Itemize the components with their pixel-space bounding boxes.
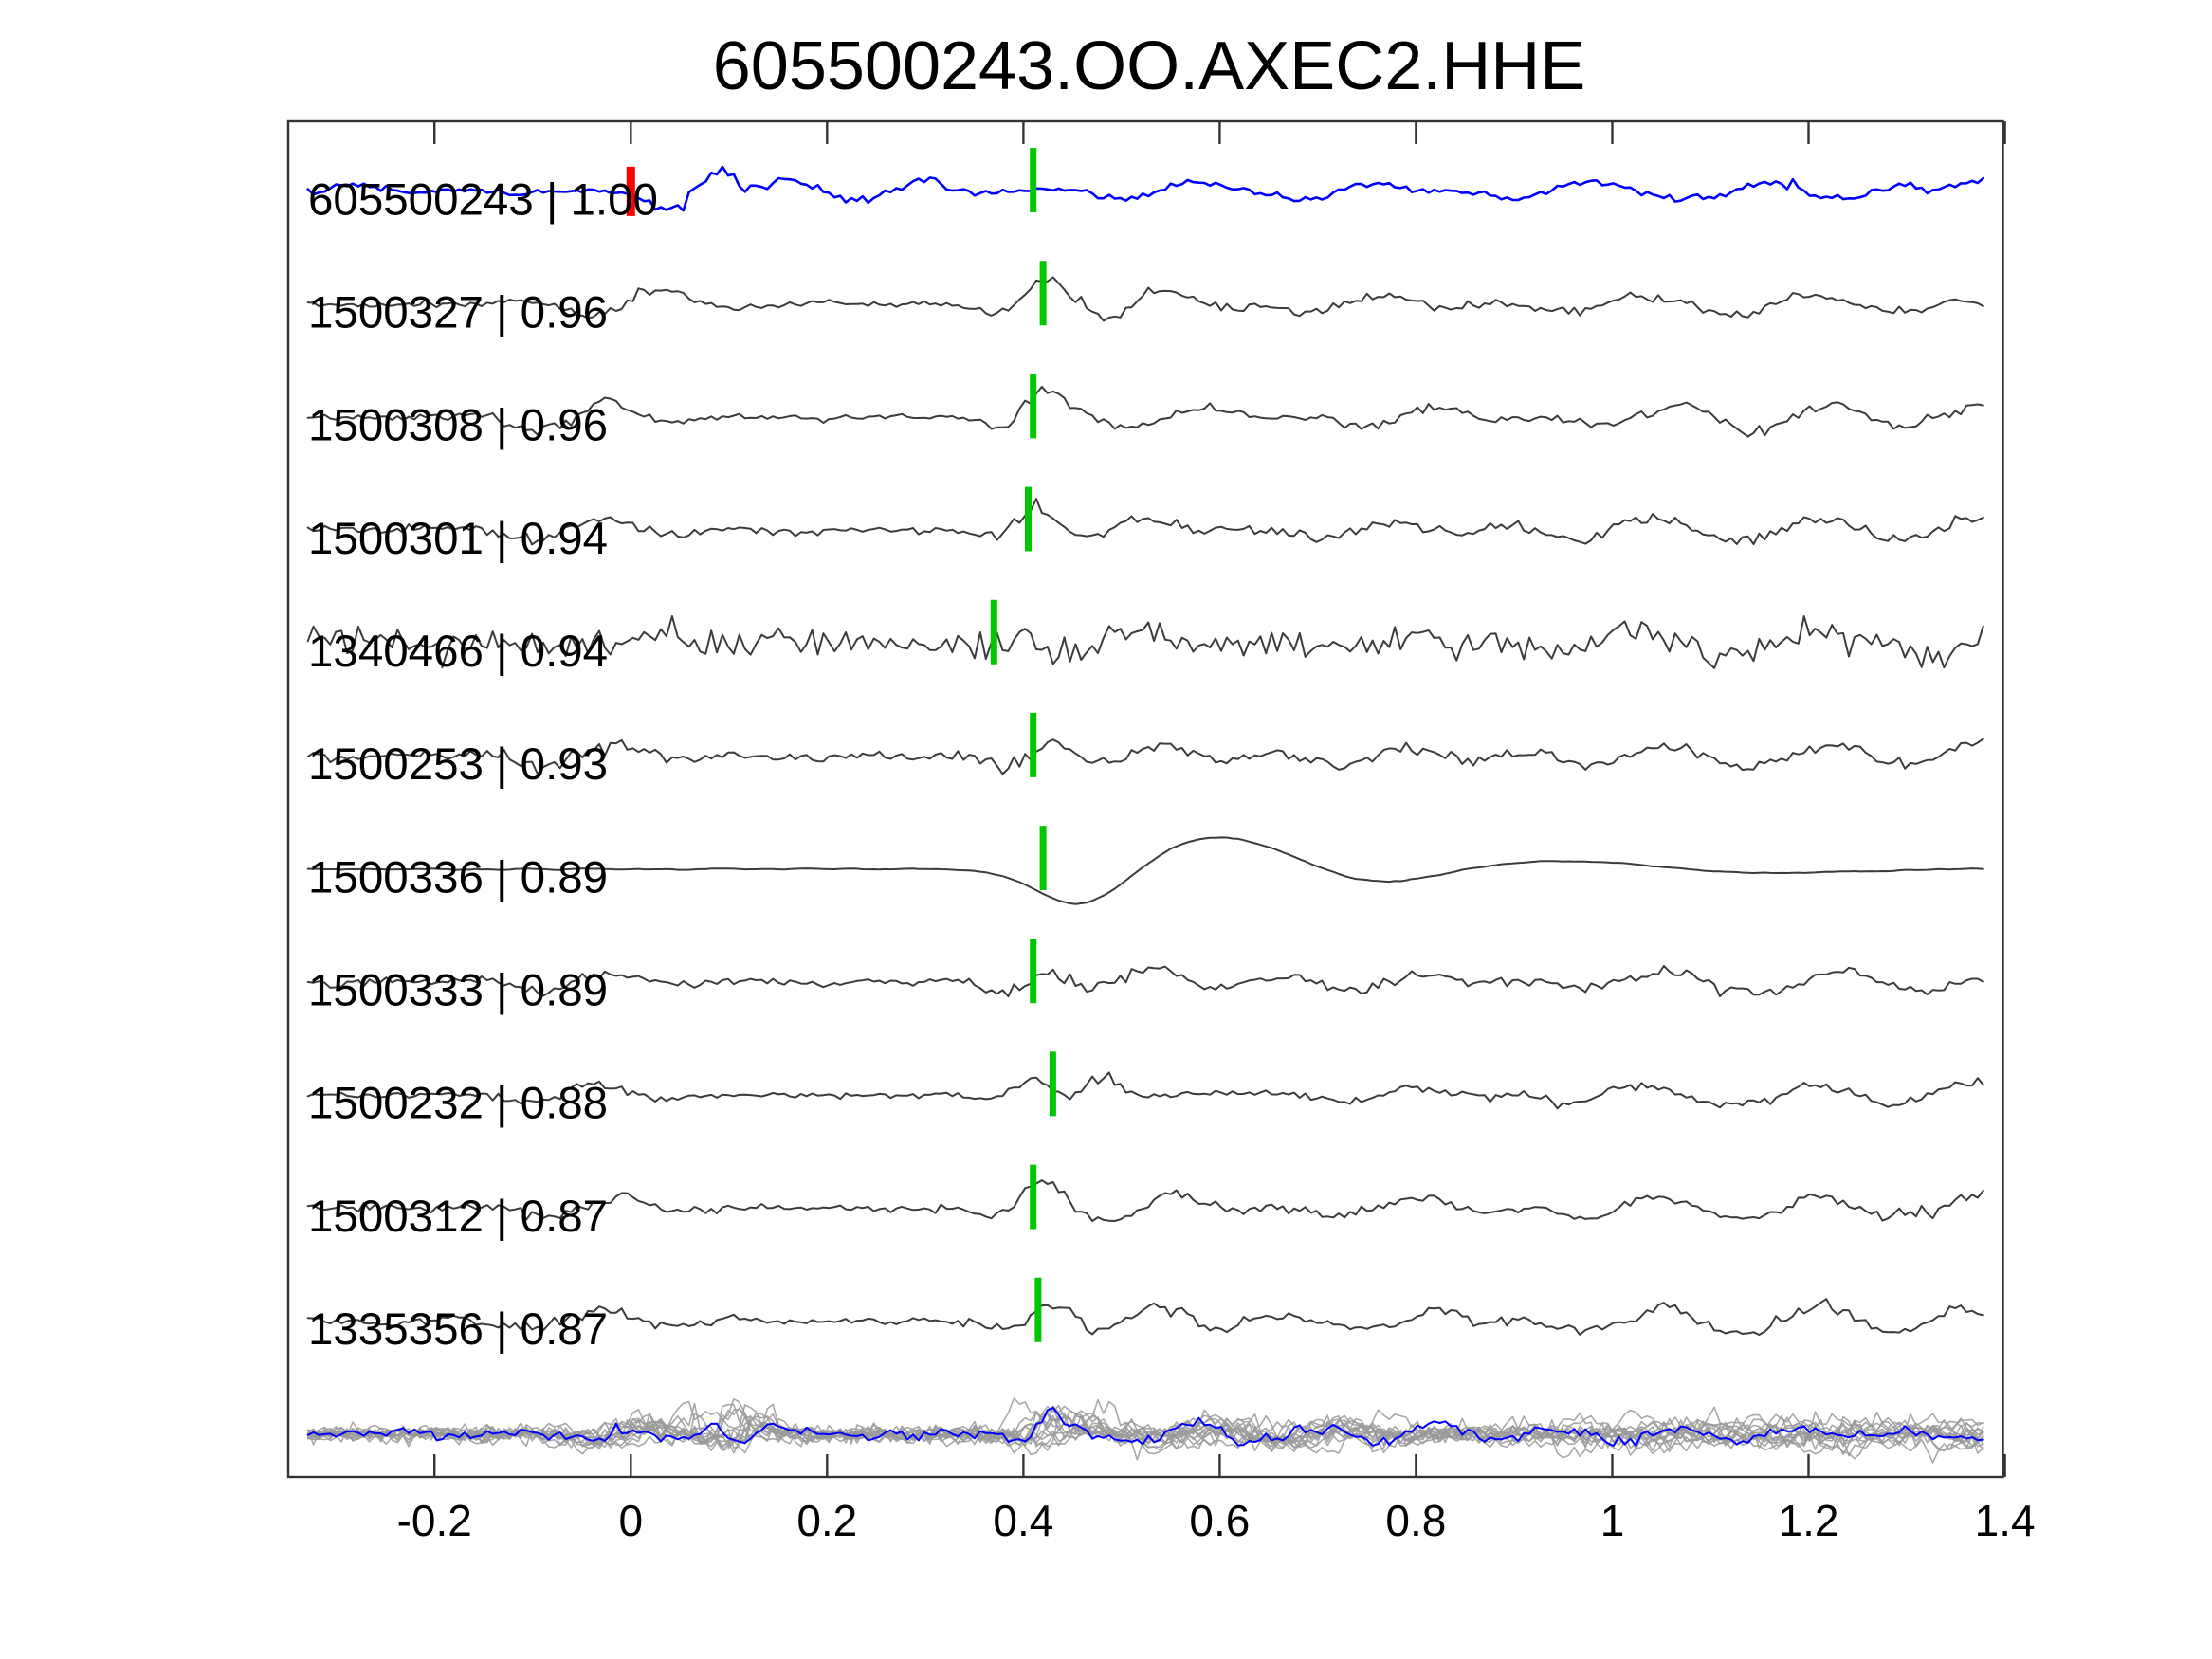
svg-text:1500333 | 0.89: 1500333 | 0.89 bbox=[308, 966, 608, 1016]
svg-text:1335356 | 0.87: 1335356 | 0.87 bbox=[308, 1304, 608, 1355]
svg-text:1500312 | 0.87: 1500312 | 0.87 bbox=[308, 1192, 608, 1242]
svg-text:0.2: 0.2 bbox=[796, 1496, 857, 1545]
svg-text:1500327 | 0.96: 1500327 | 0.96 bbox=[308, 288, 608, 338]
svg-text:0.6: 0.6 bbox=[1189, 1496, 1250, 1545]
svg-text:1500308 | 0.96: 1500308 | 0.96 bbox=[308, 401, 608, 451]
svg-text:0: 0 bbox=[619, 1496, 644, 1545]
svg-text:1340466 | 0.94: 1340466 | 0.94 bbox=[308, 627, 608, 677]
svg-text:1500301 | 0.94: 1500301 | 0.94 bbox=[308, 514, 608, 564]
svg-text:605500243 | 1.00: 605500243 | 1.00 bbox=[308, 174, 658, 225]
svg-text:1.4: 1.4 bbox=[1975, 1496, 2036, 1545]
svg-text:1.2: 1.2 bbox=[1779, 1496, 1839, 1545]
svg-text:-0.2: -0.2 bbox=[397, 1496, 472, 1545]
svg-text:0.4: 0.4 bbox=[993, 1496, 1053, 1545]
svg-text:1500336 | 0.89: 1500336 | 0.89 bbox=[308, 852, 608, 902]
svg-text:1500232 | 0.88: 1500232 | 0.88 bbox=[308, 1079, 608, 1129]
svg-text:0.8: 0.8 bbox=[1385, 1496, 1446, 1545]
svg-text:605500243.OO.AXEC2.HHE: 605500243.OO.AXEC2.HHE bbox=[713, 28, 1586, 104]
svg-text:1500253 | 0.93: 1500253 | 0.93 bbox=[308, 739, 608, 790]
svg-text:1: 1 bbox=[1600, 1496, 1625, 1545]
